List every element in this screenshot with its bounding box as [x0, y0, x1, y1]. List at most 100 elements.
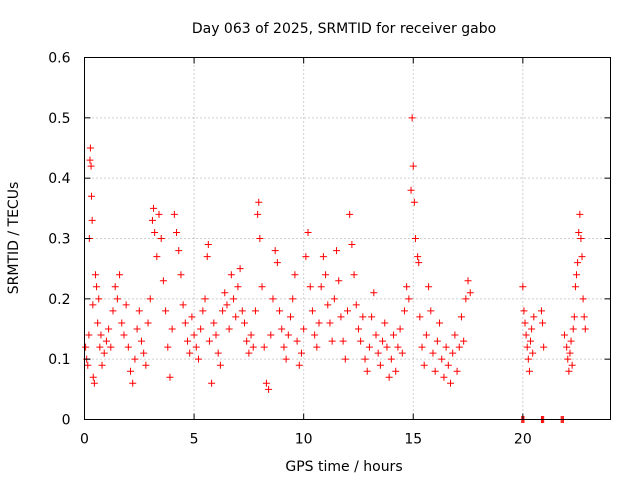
- data-point: [155, 210, 163, 218]
- data-point: [153, 253, 161, 261]
- data-point: [135, 307, 143, 315]
- data-point: [295, 361, 303, 369]
- data-point: [190, 331, 198, 339]
- data-point: [520, 307, 528, 315]
- data-point: [385, 373, 393, 381]
- data-point: [308, 307, 316, 315]
- data-point: [368, 313, 376, 321]
- data-points: [82, 114, 589, 423]
- data-point: [95, 295, 103, 303]
- data-point: [197, 325, 205, 333]
- data-point: [580, 313, 588, 321]
- data-point: [159, 277, 167, 285]
- data-point: [400, 307, 408, 315]
- data-point: [227, 271, 235, 279]
- data-point: [280, 343, 288, 351]
- data-point: [201, 295, 209, 303]
- data-point: [116, 271, 124, 279]
- data-point: [420, 361, 428, 369]
- data-point: [146, 295, 154, 303]
- data-point: [188, 313, 196, 321]
- data-point: [133, 325, 141, 333]
- data-point: [529, 349, 537, 357]
- data-point: [390, 331, 398, 339]
- data-point: [265, 385, 273, 393]
- data-point: [88, 216, 96, 224]
- data-point: [258, 283, 266, 291]
- data-point: [86, 156, 94, 164]
- data-point: [89, 301, 97, 309]
- data-point: [144, 319, 152, 327]
- data-point: [192, 343, 200, 351]
- data-point: [350, 271, 358, 279]
- data-point: [205, 337, 213, 345]
- data-point: [372, 331, 380, 339]
- data-point: [86, 144, 94, 152]
- data-point: [522, 331, 530, 339]
- data-point: [537, 307, 545, 315]
- data-point: [89, 373, 97, 381]
- data-point: [344, 307, 351, 315]
- x-axis: 0 5 10 15 20: [80, 57, 532, 448]
- data-point: [140, 349, 148, 357]
- data-point: [107, 343, 115, 351]
- data-point: [392, 367, 400, 375]
- data-point: [267, 331, 275, 339]
- data-point: [85, 331, 93, 339]
- data-point: [219, 307, 227, 315]
- data-point: [223, 301, 231, 309]
- data-point: [410, 198, 418, 206]
- data-point: [376, 361, 384, 369]
- data-point: [186, 349, 194, 357]
- data-point: [416, 313, 424, 321]
- data-point: [251, 307, 259, 315]
- data-point: [352, 301, 360, 309]
- data-point: [247, 331, 255, 339]
- data-point: [521, 319, 529, 327]
- data-point: [94, 319, 102, 327]
- data-point: [84, 361, 92, 369]
- data-point: [313, 343, 321, 351]
- data-point: [374, 349, 382, 357]
- data-point: [100, 349, 108, 357]
- data-point: [333, 247, 341, 255]
- data-point: [346, 210, 354, 218]
- data-point: [341, 355, 349, 363]
- data-point: [208, 379, 216, 387]
- data-point: [523, 343, 531, 351]
- data-point: [173, 228, 181, 236]
- data-point: [335, 277, 343, 285]
- data-point: [324, 301, 332, 309]
- x-tick-label: 10: [295, 432, 313, 448]
- data-point: [243, 337, 251, 345]
- data-point: [365, 343, 373, 351]
- data-point: [440, 373, 448, 381]
- data-point: [255, 198, 263, 206]
- data-point: [87, 162, 95, 170]
- data-point: [396, 325, 404, 333]
- data-point: [118, 319, 126, 327]
- data-point: [322, 271, 330, 279]
- data-point: [447, 379, 455, 387]
- data-point: [162, 307, 170, 315]
- data-point: [455, 343, 463, 351]
- y-tick-label: 0.3: [48, 232, 70, 248]
- data-point: [361, 355, 369, 363]
- data-point: [137, 337, 145, 345]
- data-point: [359, 313, 367, 321]
- data-point: [436, 319, 444, 327]
- data-point: [431, 367, 439, 375]
- data-point: [199, 307, 207, 315]
- y-axis: 0 0.1 0.2 0.3 0.4 0.5 0.6: [48, 51, 611, 429]
- data-point: [91, 271, 99, 279]
- x-tick-label: 5: [190, 432, 199, 448]
- data-point: [328, 337, 336, 345]
- data-point: [113, 295, 121, 303]
- data-point: [282, 355, 290, 363]
- data-point: [405, 295, 413, 303]
- data-point: [181, 319, 189, 327]
- data-point: [93, 283, 101, 291]
- data-point: [519, 283, 527, 291]
- data-point: [383, 343, 391, 351]
